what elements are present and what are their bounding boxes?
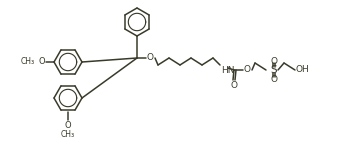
- Text: O: O: [271, 74, 278, 83]
- Text: O: O: [65, 121, 71, 130]
- Text: O: O: [39, 57, 45, 67]
- Text: O: O: [244, 66, 251, 74]
- Text: CH₃: CH₃: [21, 57, 35, 66]
- Text: S: S: [271, 65, 277, 75]
- Text: OH: OH: [296, 66, 310, 74]
- Text: O: O: [271, 57, 278, 66]
- Text: O: O: [231, 81, 238, 90]
- Text: O: O: [147, 54, 154, 62]
- Text: CH₃: CH₃: [61, 130, 75, 139]
- Text: HN: HN: [221, 66, 235, 75]
